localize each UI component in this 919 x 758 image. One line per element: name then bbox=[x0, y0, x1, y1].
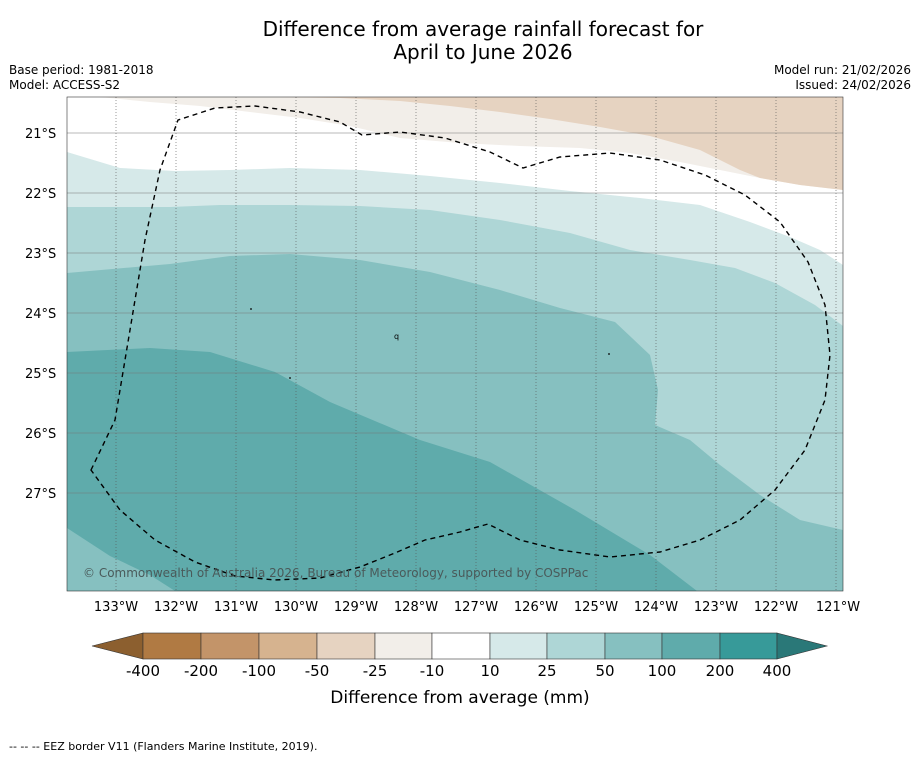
colorbar-ticks: -400 -200 -100 -50 -25 -10 10 25 50 100 … bbox=[126, 662, 791, 680]
colorbar-tick: 200 bbox=[706, 662, 735, 680]
lon-label: 132°W bbox=[154, 600, 198, 615]
lat-label: 25°S bbox=[25, 367, 56, 382]
colorbar-tick: -50 bbox=[305, 662, 330, 680]
lon-labels: 133°W 132°W 131°W 130°W 129°W 128°W 127°… bbox=[94, 600, 860, 615]
graticule bbox=[115, 97, 837, 591]
lat-label: 27°S bbox=[25, 487, 56, 502]
colorbar-cell bbox=[719, 632, 778, 660]
lon-label: 131°W bbox=[214, 600, 258, 615]
band-200-southwest bbox=[67, 528, 175, 591]
lon-label: 124°W bbox=[634, 600, 678, 615]
colorbar-tick: -100 bbox=[242, 662, 276, 680]
colorbar-tick: -200 bbox=[184, 662, 218, 680]
footnote: -- -- -- EEZ border V11 (Flanders Marine… bbox=[9, 740, 318, 753]
latitude-lines bbox=[67, 132, 843, 494]
lon-label: 125°W bbox=[574, 600, 618, 615]
colorbar-extend-high bbox=[776, 632, 829, 660]
colorbar-cell bbox=[604, 632, 663, 660]
colorbar-tick: -10 bbox=[420, 662, 445, 680]
plot-frame bbox=[66, 96, 844, 592]
meta-right: Model run: 21/02/2026 Issued: 24/02/2026 bbox=[774, 63, 911, 93]
island-dot bbox=[289, 377, 291, 379]
colorbar-cell bbox=[374, 632, 433, 660]
colorbar-extend-low bbox=[91, 632, 144, 660]
model-run: Model run: 21/02/2026 bbox=[773, 63, 911, 77]
colorbar-cell bbox=[489, 632, 548, 660]
colorbar-cell bbox=[258, 632, 318, 660]
island-marker: q bbox=[394, 332, 399, 341]
contour-bands bbox=[67, 97, 843, 591]
colorbar-cell bbox=[200, 632, 260, 660]
colorbar-tick: -25 bbox=[363, 662, 388, 680]
colorbar-title: Difference from average (mm) bbox=[330, 688, 589, 708]
lat-label: 21°S bbox=[25, 127, 56, 142]
lat-label: 22°S bbox=[25, 187, 56, 202]
colorbar-tick: 25 bbox=[537, 662, 556, 680]
lon-label: 122°W bbox=[754, 600, 798, 615]
lon-label: 130°W bbox=[274, 600, 318, 615]
colorbar-cell bbox=[546, 632, 606, 660]
title-line-1: Difference from average rainfall forecas… bbox=[262, 17, 704, 41]
band-minus-25-50 bbox=[280, 97, 843, 190]
base-period: Base period: 1981-2018 bbox=[9, 63, 154, 77]
colorbar-cell bbox=[431, 632, 491, 660]
colorbar-tick: 10 bbox=[480, 662, 499, 680]
meta-left: Base period: 1981-2018 Model: ACCESS-S2 bbox=[9, 63, 154, 93]
island-dot bbox=[608, 353, 610, 355]
copyright-text: © Commonwealth of Australia 2026, Bureau… bbox=[83, 566, 588, 580]
colorbar-tick: 50 bbox=[595, 662, 614, 680]
map-title: Difference from average rainfall forecas… bbox=[0, 18, 919, 64]
colorbar-cell bbox=[142, 632, 202, 660]
lat-labels: 21°S 22°S 23°S 24°S 25°S 26°S 27°S bbox=[25, 127, 56, 502]
lon-label: 128°W bbox=[394, 600, 438, 615]
lat-label: 23°S bbox=[25, 247, 56, 262]
colorbar-cell bbox=[316, 632, 376, 660]
lon-label: 123°W bbox=[694, 600, 738, 615]
lon-label: 133°W bbox=[94, 600, 138, 615]
lat-label: 24°S bbox=[25, 307, 56, 322]
lon-label: 127°W bbox=[454, 600, 498, 615]
lon-label: 126°W bbox=[514, 600, 558, 615]
eez-border bbox=[90, 105, 831, 581]
colorbar-cell bbox=[661, 632, 721, 660]
title-line-2: April to June 2026 bbox=[393, 40, 573, 64]
lat-label: 26°S bbox=[25, 427, 56, 442]
island-dot bbox=[250, 308, 252, 310]
colorbar-tick: 400 bbox=[763, 662, 792, 680]
colorbar-tick: -400 bbox=[126, 662, 160, 680]
colorbar bbox=[91, 632, 829, 660]
colorbar-tick: 100 bbox=[648, 662, 677, 680]
lon-label: 129°W bbox=[334, 600, 378, 615]
issued-date: Issued: 24/02/2026 bbox=[795, 78, 911, 92]
model-name: Model: ACCESS-S2 bbox=[9, 78, 121, 92]
lon-label: 121°W bbox=[816, 600, 860, 615]
